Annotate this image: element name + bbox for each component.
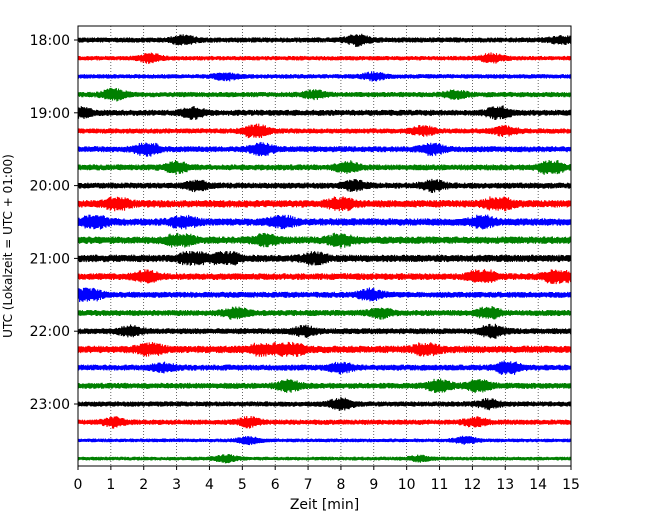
- x-tick-label: 12: [463, 477, 481, 493]
- x-tick-label: 3: [172, 477, 181, 493]
- x-tick-label: 14: [529, 477, 547, 493]
- trace-2330: [77, 435, 572, 446]
- trace-1900: [77, 105, 572, 120]
- trace-1930: [77, 141, 572, 157]
- y-axis-ticks: 18:00 19:00 20:00 21:00 22:00 23:00: [30, 33, 78, 413]
- trace-2015: [77, 196, 572, 212]
- x-tick-label: 9: [369, 477, 378, 493]
- trace-2030: [77, 214, 572, 230]
- trace-1915: [77, 123, 572, 139]
- trace-2100: [77, 250, 572, 266]
- trace-2145: [77, 305, 572, 320]
- trace-2345: [77, 453, 572, 464]
- x-axis-label: Zeit [min]: [290, 497, 359, 513]
- x-tick-label: 10: [398, 477, 416, 493]
- trace-2245: [77, 378, 572, 394]
- trace-2315: [77, 415, 572, 429]
- y-tick-label: 22:00: [30, 324, 70, 340]
- trace-1815: [77, 52, 572, 64]
- trace-2045: [77, 232, 572, 248]
- trace-2300: [77, 396, 572, 411]
- y-tick-label: 20:00: [30, 179, 70, 195]
- y-tick-label: 21:00: [30, 251, 70, 267]
- x-tick-label: 5: [238, 477, 247, 493]
- x-tick-label: 13: [496, 477, 514, 493]
- seismogram-traces: [77, 33, 572, 464]
- trace-1845: [77, 87, 572, 102]
- trace-1945: [77, 159, 572, 175]
- y-tick-label: 18:00: [30, 33, 70, 49]
- x-tick-label: 0: [74, 477, 83, 493]
- trace-2200: [77, 323, 572, 339]
- y-tick-label: 19:00: [30, 106, 70, 122]
- x-tick-label: 7: [304, 477, 313, 493]
- minute-grid: [110, 26, 539, 466]
- y-tick-label: 23:00: [30, 397, 70, 413]
- x-tick-label: 4: [205, 477, 214, 493]
- trace-1800: [77, 33, 572, 47]
- x-tick-label: 2: [139, 477, 148, 493]
- trace-2130: [77, 287, 572, 303]
- trace-1830: [77, 71, 572, 82]
- x-tick-label: 6: [271, 477, 280, 493]
- x-tick-label: 8: [336, 477, 345, 493]
- x-tick-label: 11: [431, 477, 449, 493]
- trace-2115: [77, 269, 572, 285]
- trace-2215: [77, 341, 572, 357]
- trace-2230: [77, 360, 572, 375]
- x-axis-ticks: 0 1 2 3 4 5 6 7 8 9 10 11 12 13 14 15: [74, 466, 580, 493]
- trace-2000: [77, 178, 572, 193]
- x-tick-label: 15: [562, 477, 580, 493]
- plot-frame: [77, 25, 572, 467]
- y-axis-label: UTC (Lokalzeit = UTC + 01:00): [1, 154, 15, 338]
- x-tick-label: 1: [106, 477, 115, 493]
